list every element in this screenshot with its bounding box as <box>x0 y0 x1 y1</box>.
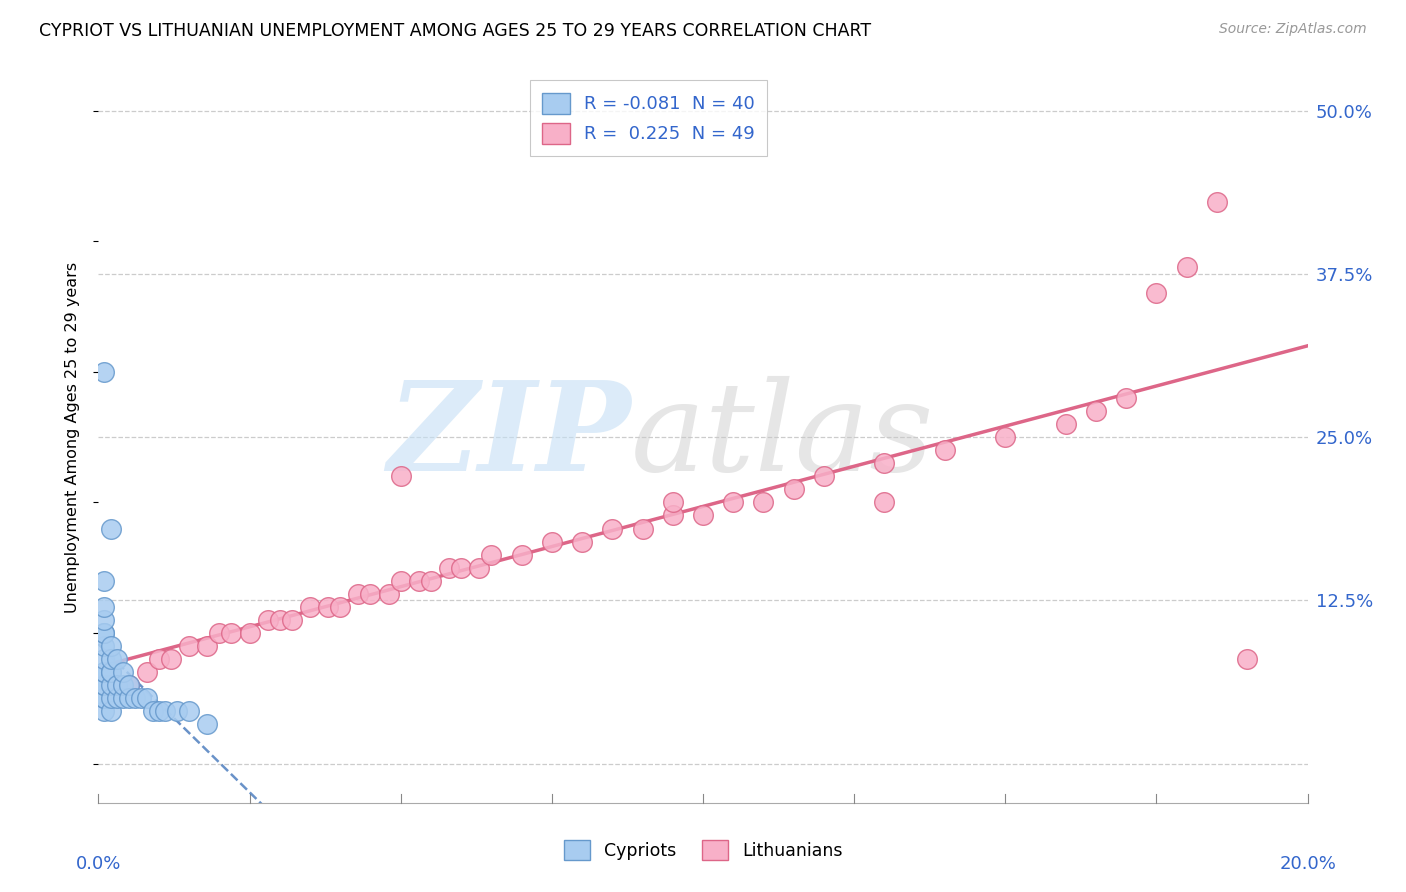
Point <box>450 560 472 574</box>
Point <box>269 613 291 627</box>
Point <box>239 626 262 640</box>
Point <box>481 548 503 562</box>
Text: Source: ZipAtlas.com: Source: ZipAtlas.com <box>1219 22 1367 37</box>
Point <box>100 665 122 680</box>
Point <box>111 678 134 692</box>
Point <box>195 717 218 731</box>
Point <box>93 574 115 588</box>
Point <box>118 678 141 692</box>
Point <box>166 705 188 719</box>
Point <box>752 495 775 509</box>
Point <box>783 483 806 497</box>
Point <box>100 521 122 535</box>
Point <box>389 469 412 483</box>
Point <box>93 626 115 640</box>
Point <box>93 691 115 706</box>
Point <box>994 430 1017 444</box>
Point <box>135 691 157 706</box>
Point <box>408 574 430 588</box>
Point <box>93 652 115 666</box>
Point <box>662 495 685 509</box>
Point <box>299 599 322 614</box>
Point <box>100 665 122 680</box>
Point <box>105 678 128 692</box>
Point <box>256 613 278 627</box>
Point <box>692 508 714 523</box>
Point <box>148 652 170 666</box>
Point <box>93 678 115 692</box>
Point <box>1206 194 1229 209</box>
Point <box>221 626 243 640</box>
Point <box>93 613 115 627</box>
Point <box>135 665 157 680</box>
Point <box>111 665 134 680</box>
Point <box>602 521 624 535</box>
Point <box>179 639 201 653</box>
Point <box>1144 286 1167 301</box>
Point <box>468 560 491 574</box>
Y-axis label: Unemployment Among Ages 25 to 29 years: Unemployment Among Ages 25 to 29 years <box>65 261 80 613</box>
Point <box>111 691 134 706</box>
Point <box>389 574 412 588</box>
Point <box>124 691 146 706</box>
Point <box>571 534 593 549</box>
Point <box>93 599 115 614</box>
Text: 20.0%: 20.0% <box>1279 855 1336 873</box>
Point <box>195 639 218 653</box>
Point <box>100 705 122 719</box>
Point <box>93 365 115 379</box>
Point <box>153 705 176 719</box>
Point <box>105 652 128 666</box>
Point <box>179 705 201 719</box>
Point <box>813 469 835 483</box>
Point <box>129 691 152 706</box>
Point <box>105 691 128 706</box>
Point <box>208 626 231 640</box>
Point <box>631 521 654 535</box>
Point <box>93 665 115 680</box>
Point <box>93 678 115 692</box>
Text: ZIP: ZIP <box>387 376 630 498</box>
Point <box>1175 260 1198 275</box>
Point <box>347 587 370 601</box>
Point <box>1054 417 1077 431</box>
Point <box>377 587 399 601</box>
Text: CYPRIOT VS LITHUANIAN UNEMPLOYMENT AMONG AGES 25 TO 29 YEARS CORRELATION CHART: CYPRIOT VS LITHUANIAN UNEMPLOYMENT AMONG… <box>39 22 872 40</box>
Point <box>1115 391 1137 405</box>
Point <box>100 652 122 666</box>
Point <box>360 587 382 601</box>
Point <box>329 599 352 614</box>
Point <box>93 626 115 640</box>
Point <box>93 665 115 680</box>
Point <box>93 639 115 653</box>
Point <box>93 705 115 719</box>
Legend: Cypriots, Lithuanians: Cypriots, Lithuanians <box>557 833 849 867</box>
Point <box>100 678 122 692</box>
Point <box>873 456 896 470</box>
Point <box>142 705 165 719</box>
Point <box>420 574 443 588</box>
Point <box>934 443 956 458</box>
Point <box>160 652 183 666</box>
Point <box>316 599 339 614</box>
Point <box>281 613 304 627</box>
Point <box>93 691 115 706</box>
Point <box>1085 404 1108 418</box>
Point <box>100 639 122 653</box>
Point <box>510 548 533 562</box>
Point <box>662 508 685 523</box>
Point <box>1236 652 1258 666</box>
Text: atlas: atlas <box>630 376 934 498</box>
Point <box>148 705 170 719</box>
Point <box>540 534 562 549</box>
Point <box>723 495 745 509</box>
Point <box>437 560 460 574</box>
Point <box>873 495 896 509</box>
Text: 0.0%: 0.0% <box>76 855 121 873</box>
Point <box>118 678 141 692</box>
Point <box>118 691 141 706</box>
Point <box>100 691 122 706</box>
